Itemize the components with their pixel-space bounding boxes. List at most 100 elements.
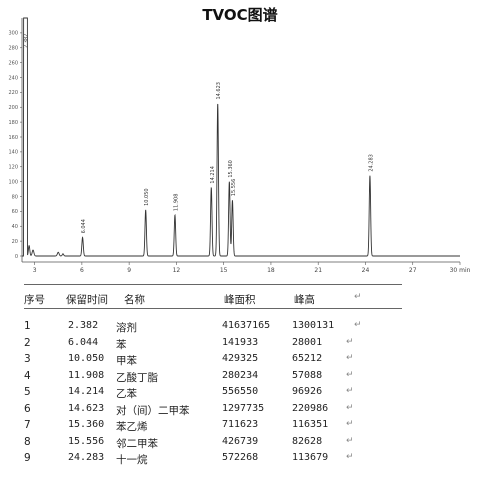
y-tick-label: 20 <box>12 239 18 245</box>
cell-name: 对（间）二甲苯 <box>116 404 190 417</box>
y-tick-label: 280 <box>8 46 18 52</box>
y-tick-label: 300 <box>8 31 18 37</box>
y-tick-label: 100 <box>8 179 18 185</box>
table-row: 4 11.908 乙酸丁脂 280234 57088 ↵ <box>24 370 424 384</box>
cell-name: 溶剂 <box>116 322 137 334</box>
cell-name: 邻二甲苯 <box>116 437 158 450</box>
table-row: 5 14.214 乙苯 556550 96926 ↵ <box>24 386 424 400</box>
table-top-rule <box>24 284 402 285</box>
cell-area: 141933 <box>222 336 259 348</box>
y-tick-label: 240 <box>8 75 18 81</box>
y-tick-label: 60 <box>12 209 18 215</box>
x-tick-label: 24 <box>362 267 370 274</box>
y-tick-label: 160 <box>8 135 18 141</box>
cell-area: 556550 <box>222 386 259 397</box>
y-tick-label: 200 <box>8 105 18 111</box>
x-axis-ticks: 3 6 9 12 15 18 21 24 27 30 min <box>33 262 471 274</box>
cell-height: 82628 <box>292 435 323 447</box>
cell-no: 4 <box>24 369 31 382</box>
y-tick-label: 180 <box>8 120 18 126</box>
cell-area: 41637165 <box>222 320 271 331</box>
x-tick-label: 18 <box>267 267 275 274</box>
row-para-mark: ↵ <box>354 320 362 330</box>
cell-no: 6 <box>24 402 31 415</box>
cell-rt: 6.044 <box>68 336 99 348</box>
cell-rt: 2.382 <box>68 320 99 331</box>
cell-area: 1297735 <box>222 402 265 414</box>
cell-name: 苯 <box>116 338 127 351</box>
cell-area: 280234 <box>222 369 259 381</box>
peak-label: 10.050 <box>144 188 150 206</box>
cell-height: 116351 <box>292 419 329 430</box>
row-para-mark: ↵ <box>346 386 354 396</box>
x-tick-label: 12 <box>173 267 181 274</box>
y-tick-label: 260 <box>8 60 18 66</box>
header-para-mark: ↵ <box>354 292 362 302</box>
y-tick-label: 120 <box>8 165 18 171</box>
cell-no: 8 <box>24 435 31 448</box>
table-row: 6 14.623 对（间）二甲苯 1297735 220986 ↵ <box>24 403 424 417</box>
cell-rt: 15.556 <box>68 435 105 447</box>
x-tick-label: 9 <box>127 267 131 274</box>
cell-height: 113679 <box>292 452 329 463</box>
x-tick-label: 3 <box>33 267 37 274</box>
x-tick-label: 21 <box>314 267 322 274</box>
chromatogram-chart: 0 20 40 60 80 100 120 140 160 180 200 220 240 260 280 3… <box>8 17 471 274</box>
row-para-mark: ↵ <box>346 336 354 347</box>
table-row: 1 2.382 溶剂 41637165 1300131 ↵ <box>24 320 424 334</box>
y-tick-label: 80 <box>12 194 18 200</box>
y-axis-ticks: 0 20 40 60 80 100 120 140 160 180 200 220 240 260 280 3… <box>8 31 22 260</box>
row-para-mark: ↵ <box>346 353 354 363</box>
cell-name: 十一烷 <box>116 454 148 466</box>
header-peak-area: 峰面积 <box>224 294 256 306</box>
y-tick-label: 40 <box>12 224 18 230</box>
cell-no: 2 <box>24 336 31 349</box>
cell-no: 7 <box>24 419 31 431</box>
cell-rt: 10.050 <box>68 353 105 364</box>
peak-label: 2.382 <box>23 34 29 48</box>
table-row: 9 24.283 十一烷 572268 113679 ↵ <box>24 452 424 466</box>
peak-label: 6.044 <box>81 219 87 233</box>
cell-rt: 14.623 <box>68 402 105 414</box>
row-para-mark: ↵ <box>346 452 354 462</box>
header-index: 序号 <box>24 294 45 306</box>
header-peak-height: 峰高 <box>294 294 315 306</box>
cell-area: 429325 <box>222 353 259 364</box>
x-tick-label: 30 min <box>450 267 471 274</box>
table-row: 7 15.360 苯乙烯 711623 116351 ↵ <box>24 419 424 433</box>
cell-name: 苯乙烯 <box>116 421 148 433</box>
header-name: 名称 <box>124 294 145 306</box>
y-tick-label: 140 <box>8 150 18 156</box>
table-row: 2 6.044 苯 141933 28001 ↵ <box>24 337 424 351</box>
cell-name: 乙苯 <box>116 388 137 400</box>
x-tick-label: 27 <box>409 267 417 274</box>
peak-label: 14.214 <box>210 166 216 184</box>
row-para-mark: ↵ <box>346 419 354 429</box>
cell-no: 9 <box>24 452 31 464</box>
cell-height: 1300131 <box>292 320 335 331</box>
peak-label: 14.623 <box>216 82 222 100</box>
cell-height: 96926 <box>292 386 323 397</box>
chart-axes <box>21 18 460 263</box>
cell-name: 乙酸丁脂 <box>116 371 158 384</box>
y-tick-label: 0 <box>15 254 18 260</box>
peak-label: 11.908 <box>173 194 179 212</box>
x-tick-label: 6 <box>80 267 84 274</box>
row-para-mark: ↵ <box>346 402 354 413</box>
row-para-mark: ↵ <box>346 369 354 380</box>
cell-no: 3 <box>24 353 31 365</box>
peak-label: 15.556 <box>231 179 237 197</box>
cell-height: 28001 <box>292 336 323 348</box>
x-tick-label: 15 <box>220 267 228 274</box>
cell-rt: 24.283 <box>68 452 105 463</box>
peak-label: 15.360 <box>228 160 234 178</box>
cell-rt: 15.360 <box>68 419 105 430</box>
header-retention-time: 保留时间 <box>66 294 108 306</box>
chart-title: TVOC图谱 <box>202 6 278 24</box>
cell-height: 65212 <box>292 353 323 364</box>
y-tick-label: 220 <box>8 90 18 96</box>
cell-area: 426739 <box>222 435 259 447</box>
cell-no: 1 <box>24 320 31 332</box>
table-row: 3 10.050 甲苯 429325 65212 ↵ <box>24 353 424 367</box>
peak-labels: 2.382 6.044 10.050 11.908 14.214 14.623 15.360… <box>23 34 374 234</box>
